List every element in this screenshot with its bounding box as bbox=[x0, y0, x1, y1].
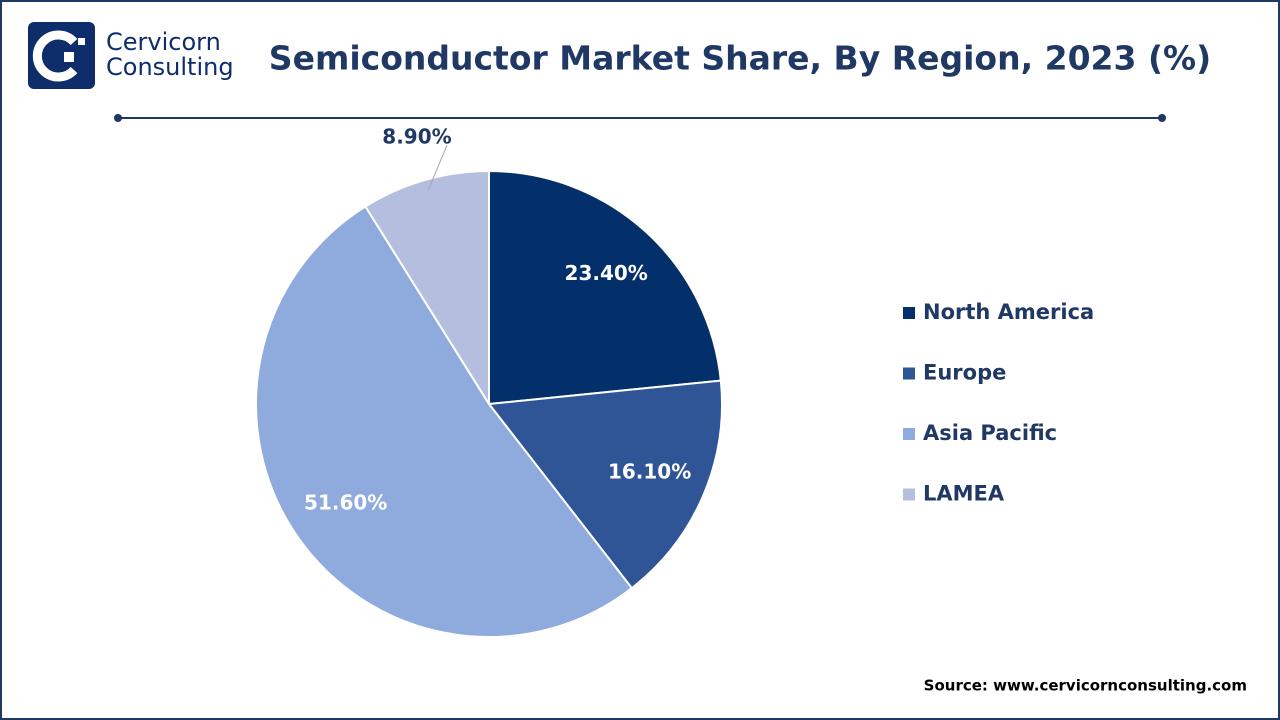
leader-line bbox=[427, 144, 448, 192]
logo-square bbox=[78, 38, 85, 45]
logo-c bbox=[32, 30, 78, 82]
legend-label: LAMEA bbox=[923, 482, 1005, 506]
pie-slice bbox=[487, 379, 723, 590]
data-label: 8.90% bbox=[382, 125, 451, 149]
pie-slice bbox=[364, 169, 490, 408]
legend-swatch bbox=[903, 428, 915, 440]
data-label: 16.10% bbox=[608, 459, 691, 483]
legend-swatch bbox=[903, 367, 915, 380]
chart-title: Semiconductor Market Share, By Region, 2… bbox=[269, 39, 1211, 78]
pie-slice bbox=[255, 205, 634, 638]
legend-swatch bbox=[903, 307, 915, 319]
legend-label: Europe bbox=[923, 361, 1006, 385]
logo-text: Cervicorn bbox=[106, 28, 221, 56]
legend-swatch bbox=[903, 488, 915, 501]
rule-dot bbox=[114, 114, 122, 122]
legend-label: Asia Pacific bbox=[923, 421, 1057, 445]
source-note: Source: www.cervicornconsulting.com bbox=[924, 677, 1247, 695]
pie-slice bbox=[488, 169, 722, 406]
rule-dot bbox=[1158, 114, 1166, 122]
legend-label: North America bbox=[923, 300, 1094, 324]
data-label: 23.40% bbox=[565, 261, 648, 285]
data-label: 51.60% bbox=[304, 491, 387, 515]
logo-text: Consulting bbox=[106, 53, 234, 81]
logo-square bbox=[64, 52, 74, 62]
logo: Cervicorn Consulting bbox=[28, 22, 234, 89]
